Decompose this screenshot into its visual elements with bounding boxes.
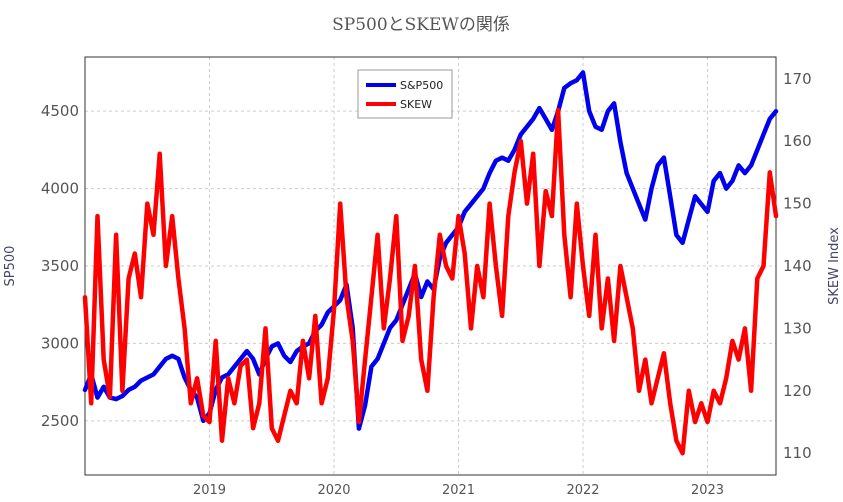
y-right-tick-label: 130 bbox=[783, 319, 812, 337]
y-right-tick-label: 150 bbox=[783, 195, 812, 213]
y-right-tick-label: 140 bbox=[783, 257, 812, 275]
legend-label-sp500: S&P500 bbox=[400, 79, 443, 92]
legend[interactable]: S&P500 SKEW bbox=[357, 69, 453, 119]
y-right-tick-label: 170 bbox=[783, 70, 812, 88]
y-left-tick-label: 3500 bbox=[41, 257, 79, 275]
legend-label-skew: SKEW bbox=[400, 98, 432, 111]
y-right-tick-label: 110 bbox=[783, 444, 812, 462]
y-right-tick-label: 120 bbox=[783, 382, 812, 400]
y-left-tick-label: 4000 bbox=[41, 180, 79, 198]
y-left-tick-label: 4500 bbox=[41, 102, 79, 120]
x-tick-label: 2021 bbox=[442, 483, 475, 498]
series-layer bbox=[82, 70, 779, 456]
legend-box bbox=[357, 69, 453, 119]
y-right-axis-label: SKEW Index bbox=[827, 227, 842, 305]
plot-frame bbox=[84, 56, 777, 476]
y-left-axis-label: SP500 bbox=[3, 246, 18, 287]
y-left-tick-label: 3000 bbox=[41, 334, 79, 352]
x-tick-label: 2023 bbox=[691, 483, 724, 498]
series-line-skew bbox=[82, 107, 779, 456]
y-left-tick-label: 2500 bbox=[41, 412, 79, 430]
chart-title: SP500とSKEWの関係 bbox=[332, 15, 510, 35]
ticks: 2500 3000 3500 4000 4500 2019 2020 2021 2022 2023… bbox=[41, 70, 812, 498]
x-tick-label: 2022 bbox=[566, 483, 599, 498]
y-right-tick-label: 160 bbox=[783, 132, 812, 150]
x-tick-label: 2020 bbox=[317, 483, 350, 498]
x-tick-label: 2019 bbox=[193, 483, 226, 498]
